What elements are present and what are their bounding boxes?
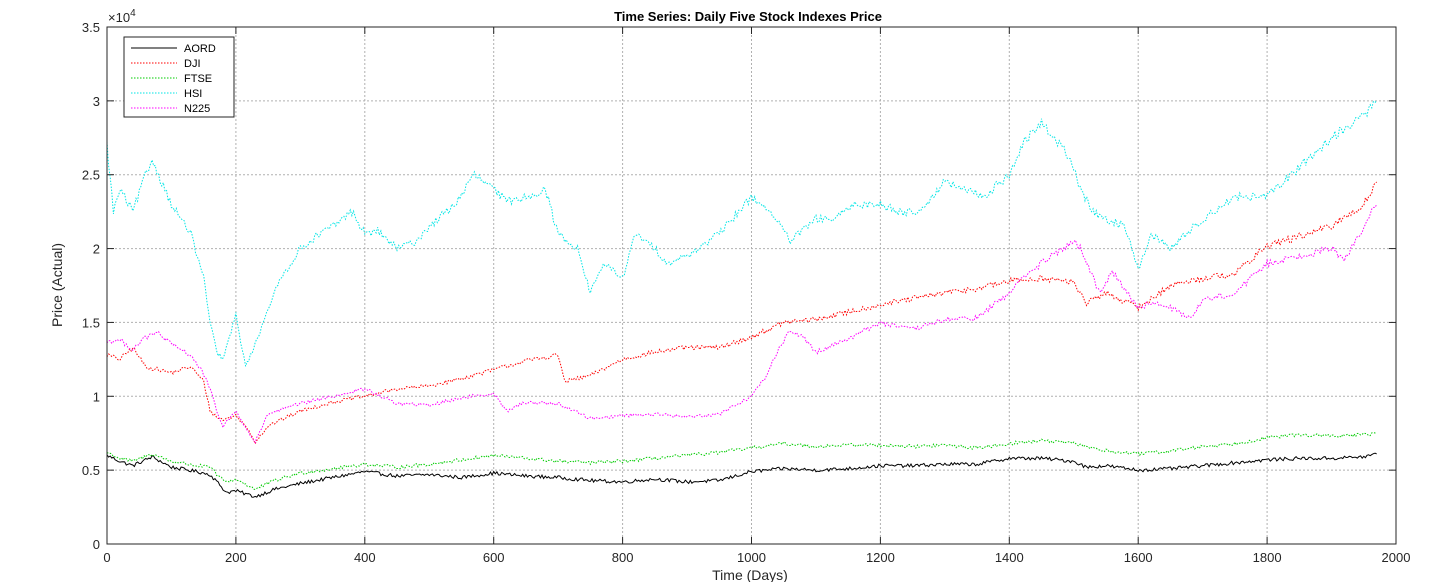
axis-ticks: 0 200 400 600 800 1000 1200 1400 1600 1800 2000 0 0.…	[82, 20, 1411, 565]
x-tick-label: 1200	[866, 550, 895, 565]
x-tick-label: 200	[225, 550, 247, 565]
x-tick-label: 1800	[1253, 550, 1282, 565]
x-tick-label: 400	[354, 550, 376, 565]
y-tick-label: 0	[93, 537, 100, 552]
legend: AORD DJI FTSE HSI N225	[123, 36, 235, 118]
y-tick-label: 0.5	[82, 463, 100, 478]
y-tick-label: 2	[93, 242, 100, 257]
y-axis-label: Price (Actual)	[49, 243, 65, 327]
legend-label-aord: AORD	[184, 43, 216, 55]
series-line-dji	[106, 181, 1377, 445]
series-lines	[106, 100, 1378, 498]
series-line-ftse	[106, 432, 1377, 490]
y-tick-label: 2.5	[82, 168, 100, 183]
y-exponent-base: ×10	[108, 10, 130, 25]
plot-background	[107, 27, 1396, 544]
legend-label-hsi: HSI	[184, 88, 202, 100]
y-exponent-label: ×104	[108, 8, 136, 25]
legend-label-ftse: FTSE	[184, 73, 212, 85]
x-tick-label: 600	[483, 550, 505, 565]
x-tick-label: 1000	[737, 550, 766, 565]
x-tick-label: 1600	[1124, 550, 1153, 565]
y-tick-label: 3.5	[82, 20, 100, 35]
legend-box	[123, 36, 235, 118]
svg-text:×104: ×104	[108, 8, 136, 25]
x-tick-label: 2000	[1382, 550, 1411, 565]
y-tick-label: 1	[93, 389, 100, 404]
y-tick-label: 3	[93, 94, 100, 109]
x-tick-label: 1400	[995, 550, 1024, 565]
series-line-aord	[106, 452, 1377, 498]
grid-lines	[107, 27, 1396, 544]
x-axis-label: Time (Days)	[712, 567, 788, 582]
x-tick-label: 0	[103, 550, 110, 565]
x-tick-label: 800	[612, 550, 634, 565]
y-tick-label: 1.5	[82, 315, 100, 330]
y-exponent-power: 4	[130, 8, 136, 19]
series-line-hsi	[106, 100, 1378, 367]
chart-title: Time Series: Daily Five Stock Indexes Pr…	[614, 9, 882, 24]
legend-label-n225: N225	[184, 103, 210, 115]
legend-label-dji: DJI	[184, 58, 201, 70]
